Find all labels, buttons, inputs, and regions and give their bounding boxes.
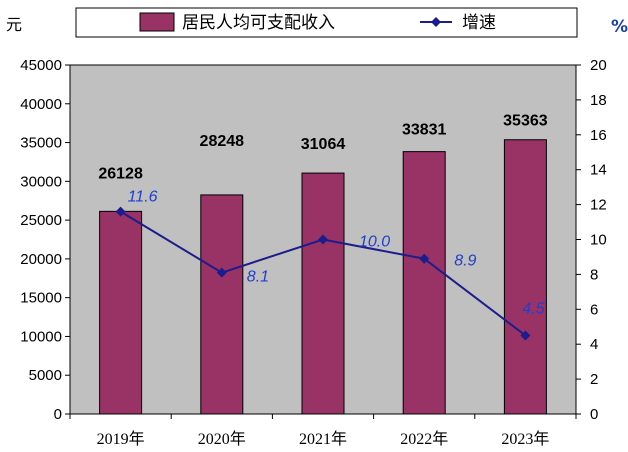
x-category-label: 2023年 <box>501 430 549 448</box>
x-category-label: 2020年 <box>198 430 246 448</box>
right-tick-label: 2 <box>590 371 598 388</box>
income-value-label: 31064 <box>301 136 346 153</box>
income-bar <box>99 210 143 415</box>
right-tick-label: 6 <box>590 301 598 318</box>
left-tick-label: 35000 <box>20 135 62 152</box>
x-category-label: 2021年 <box>299 430 347 448</box>
left-axis-unit: 元 <box>6 15 22 34</box>
right-axis-unit: % <box>611 17 628 37</box>
income-value-label: 35363 <box>503 113 548 130</box>
right-tick-label: 20 <box>590 57 607 74</box>
income-value-label: 33831 <box>402 122 447 139</box>
left-tick-label: 30000 <box>20 173 62 190</box>
right-tick-label: 16 <box>590 127 607 144</box>
left-tick-label: 20000 <box>20 251 62 268</box>
left-tick-label: 10000 <box>20 328 62 345</box>
growth-rate-label: 4.5 <box>522 300 544 317</box>
growth-rate-label: 11.6 <box>128 189 158 206</box>
left-tick-label: 45000 <box>20 57 62 74</box>
legend-line-label: 增速 <box>462 13 496 33</box>
right-tick-label: 18 <box>590 92 607 109</box>
income-bar <box>200 194 244 415</box>
income-bar <box>301 172 345 415</box>
income-value-label: 26128 <box>98 165 143 182</box>
growth-point <box>115 206 126 217</box>
growth-rate-label: 8.1 <box>247 269 269 286</box>
growth-point <box>318 234 328 245</box>
left-tick-label: 0 <box>54 406 62 423</box>
income-bar <box>402 151 446 415</box>
right-tick-label: 10 <box>590 232 607 249</box>
left-tick-label: 25000 <box>20 212 62 229</box>
x-category-label: 2022年 <box>400 430 448 448</box>
legend-diamond-icon <box>431 17 441 27</box>
growth-rate-label: 10.0 <box>359 234 390 251</box>
income-bar <box>503 139 547 415</box>
income-value-label: 28248 <box>200 133 245 150</box>
legend-bar-label: 居民人均可支配收入 <box>182 13 335 33</box>
right-tick-label: 8 <box>590 266 598 283</box>
left-tick-label: 40000 <box>20 96 62 113</box>
right-tick-label: 14 <box>590 162 607 179</box>
left-tick-label: 15000 <box>20 290 62 307</box>
growth-point <box>419 253 430 264</box>
left-tick-label: 5000 <box>29 367 62 384</box>
right-tick-label: 0 <box>590 406 598 423</box>
right-tick-label: 12 <box>590 197 607 214</box>
growth-point <box>520 330 531 341</box>
x-category-label: 2019年 <box>97 430 145 448</box>
growth-point <box>216 267 227 278</box>
legend-bar-swatch <box>139 12 175 32</box>
growth-rate-label: 8.9 <box>454 253 476 270</box>
right-tick-label: 4 <box>590 336 598 353</box>
